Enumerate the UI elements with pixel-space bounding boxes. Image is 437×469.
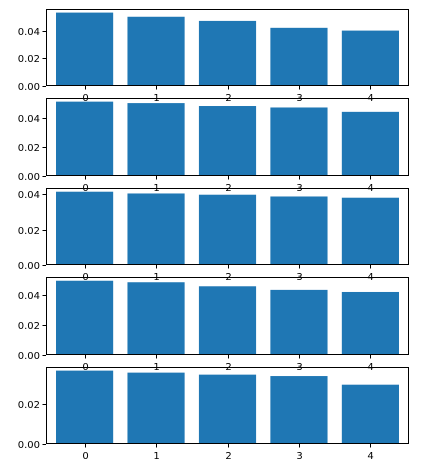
- y-tick-label: 0.00: [18, 172, 40, 183]
- bar: [341, 197, 399, 265]
- subplot-4: 0.000.020.040 1 2 3 4: [18, 277, 409, 373]
- bar: [56, 280, 114, 355]
- bar: [56, 191, 114, 265]
- y-tick-label: 0.02: [18, 226, 40, 237]
- bar: [270, 376, 328, 444]
- bar: [198, 374, 257, 444]
- bar: [56, 370, 114, 444]
- bar: [127, 103, 185, 176]
- axes-frame: [46, 98, 409, 176]
- x-tick-label: 4: [367, 451, 373, 462]
- bar: [127, 282, 185, 355]
- bar: [198, 106, 257, 176]
- bar: [198, 20, 257, 86]
- bar: [270, 289, 328, 355]
- bar: [198, 286, 257, 355]
- bar: [341, 384, 399, 444]
- bar: [127, 16, 185, 86]
- bar: [56, 101, 114, 176]
- bar: [270, 107, 328, 176]
- x-tick-label: 3: [296, 451, 302, 462]
- subplot-2: 0.000.020.040 1 2 3 4: [18, 98, 409, 194]
- axes-frame: [46, 277, 409, 355]
- subplot-3: 0.000.020.040 1 2 3 4: [18, 188, 409, 283]
- y-tick-label: 0.04: [18, 114, 40, 125]
- y-tick-label: 0.04: [18, 291, 40, 302]
- axes-frame: [46, 9, 409, 86]
- subplot-1: 0.000.020.040 1 2 3 4: [18, 9, 409, 104]
- subplot-5: 0.00 0.02 0 1 2 3 4: [18, 367, 409, 462]
- y-tick-label: 0.02: [18, 143, 40, 154]
- axes-frame: [46, 367, 409, 444]
- bar: [270, 27, 328, 86]
- y-tick-label: 0.02: [18, 400, 40, 411]
- y-tick-label: 0.00: [18, 82, 40, 93]
- x-tick-label: 1: [153, 451, 159, 462]
- axes-frame: [46, 188, 409, 265]
- y-tick-label: 0.00: [18, 261, 40, 272]
- bar: [127, 193, 185, 265]
- bar: [270, 196, 328, 265]
- bar: [341, 291, 399, 355]
- y-tick-label: 0.00: [18, 440, 40, 451]
- x-tick-label: 2: [225, 451, 231, 462]
- bar: [198, 194, 257, 265]
- y-tick-label: 0.04: [18, 190, 40, 201]
- y-tick-label: 0.02: [18, 54, 40, 65]
- y-tick-label: 0.00: [18, 351, 40, 362]
- bar: [56, 12, 114, 87]
- bar: [341, 30, 399, 87]
- bar: [341, 111, 399, 176]
- y-tick-label: 0.04: [18, 27, 40, 38]
- bar: [127, 372, 185, 444]
- y-tick-label: 0.02: [18, 321, 40, 332]
- x-tick-label: 0: [82, 451, 88, 462]
